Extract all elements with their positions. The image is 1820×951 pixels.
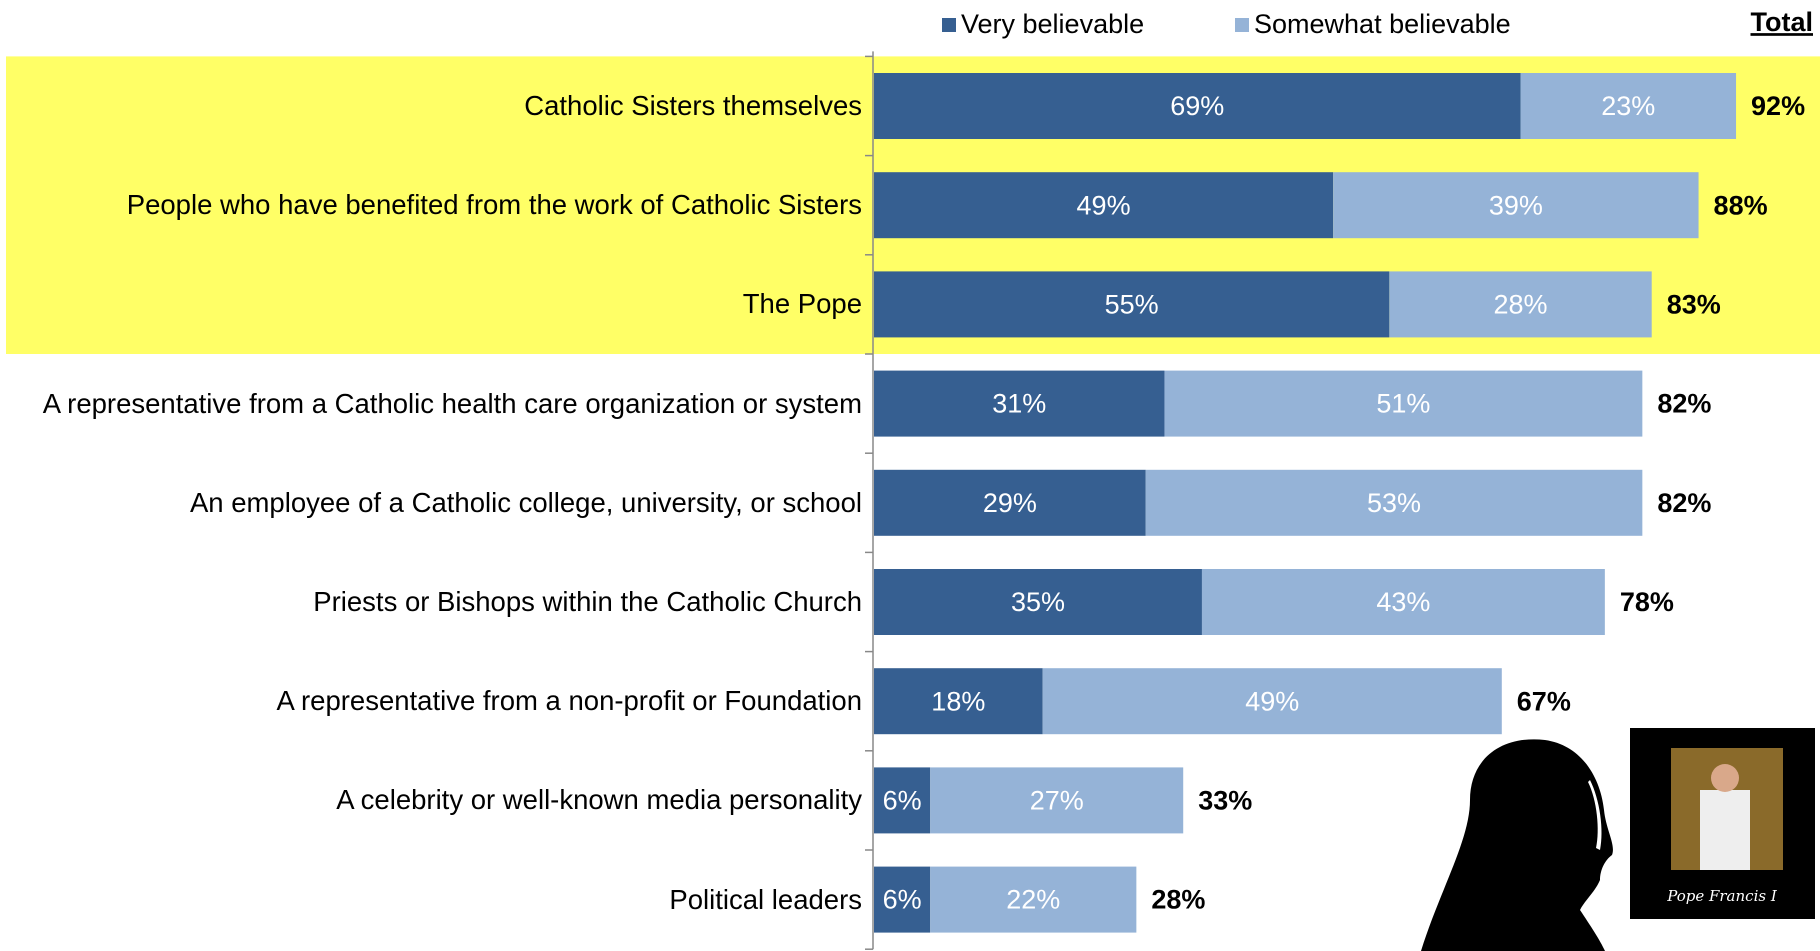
- value-label: 43%: [1376, 587, 1430, 617]
- category-label: A celebrity or well-known media personal…: [336, 784, 862, 816]
- value-label: 23%: [1601, 91, 1655, 121]
- value-label: 49%: [1245, 686, 1299, 716]
- bar-segment: [874, 668, 1043, 735]
- bar-segment: [1520, 73, 1737, 139]
- total-label: 28%: [1151, 885, 1205, 915]
- category-label: Catholic Sisters themselves: [524, 90, 862, 121]
- total-header: Total: [1751, 7, 1814, 37]
- category-label: A representative from a non-profit or Fo…: [276, 685, 862, 717]
- photo-detail: [1700, 790, 1750, 870]
- bar-segment: [874, 172, 1334, 239]
- bar-segment: [930, 866, 1137, 933]
- bar-segment: [1145, 469, 1643, 536]
- photo-detail: [1711, 764, 1739, 792]
- bar-segment: [874, 767, 931, 834]
- total-label: 92%: [1751, 91, 1805, 121]
- bar-segment: [1164, 370, 1643, 437]
- bar-segment: [1201, 569, 1605, 635]
- bar-segment: [874, 271, 1390, 338]
- bar-segment: [874, 866, 931, 933]
- bar-segment: [1042, 668, 1502, 735]
- legend-label: Very believable: [961, 9, 1144, 39]
- value-label: 18%: [931, 686, 985, 716]
- bar-segment: [1333, 172, 1699, 239]
- bar-segment: [874, 370, 1165, 437]
- bar-segment: [1389, 271, 1652, 338]
- value-label: 69%: [1170, 91, 1224, 121]
- category-label: A representative from a Catholic health …: [42, 387, 862, 419]
- category-label: People who have benefited from the work …: [126, 189, 862, 221]
- legend-swatch: [1235, 18, 1249, 32]
- silhouette: [1421, 739, 1613, 951]
- total-label: 83%: [1667, 290, 1721, 320]
- bar-segment: [930, 767, 1184, 834]
- total-label: 78%: [1620, 587, 1674, 617]
- value-label: 35%: [1011, 587, 1065, 617]
- legend-swatch: [942, 18, 956, 32]
- value-label: 49%: [1077, 190, 1131, 220]
- value-label: 27%: [1030, 786, 1084, 816]
- category-label: Political leaders: [669, 883, 862, 915]
- value-label: 6%: [883, 786, 922, 816]
- value-label: 53%: [1367, 488, 1421, 518]
- value-label: 6%: [883, 885, 922, 915]
- value-label: 39%: [1489, 190, 1543, 220]
- total-label: 67%: [1517, 686, 1571, 716]
- category-label: The Pope: [742, 288, 862, 320]
- bar-segment: [874, 569, 1202, 635]
- category-label: An employee of a Catholic college, unive…: [189, 486, 862, 518]
- value-label: 29%: [983, 488, 1037, 518]
- legend-label: Somewhat believable: [1254, 9, 1511, 39]
- value-label: 55%: [1105, 290, 1159, 320]
- total-label: 82%: [1657, 488, 1711, 518]
- image-caption: Pope Francis I: [1666, 887, 1778, 905]
- value-label: 22%: [1006, 885, 1060, 915]
- veil-edge: [1588, 780, 1602, 850]
- total-label: 82%: [1657, 389, 1711, 419]
- value-label: 31%: [992, 389, 1046, 419]
- bar-segment: [874, 73, 1521, 139]
- value-label: 28%: [1494, 290, 1548, 320]
- category-label: Priests or Bishops within the Catholic C…: [313, 586, 862, 617]
- value-label: 51%: [1376, 389, 1430, 419]
- total-label: 33%: [1198, 786, 1252, 816]
- bar-segment: [874, 469, 1146, 536]
- total-label: 88%: [1714, 190, 1768, 220]
